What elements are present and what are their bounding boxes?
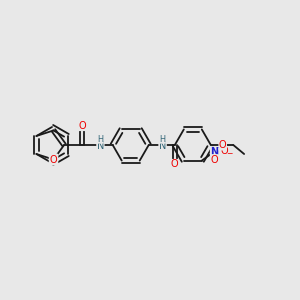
Text: N: N <box>159 141 166 151</box>
Text: O: O <box>220 146 228 156</box>
Text: O: O <box>50 154 57 165</box>
Text: H: H <box>97 134 103 143</box>
Text: H: H <box>159 134 166 143</box>
Text: O: O <box>211 154 218 165</box>
Text: N: N <box>210 147 218 157</box>
Text: +: + <box>216 143 223 152</box>
Text: O: O <box>78 121 86 130</box>
Text: O: O <box>219 140 226 150</box>
Text: O: O <box>171 159 178 170</box>
Text: N: N <box>97 141 104 151</box>
Text: −: − <box>226 149 232 158</box>
